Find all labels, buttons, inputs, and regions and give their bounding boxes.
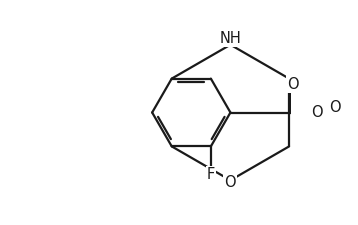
Text: O: O (287, 76, 299, 92)
Text: NH: NH (219, 31, 241, 45)
Text: O: O (329, 100, 340, 115)
Text: O: O (311, 105, 323, 120)
Text: O: O (224, 175, 236, 190)
Text: F: F (207, 167, 215, 182)
